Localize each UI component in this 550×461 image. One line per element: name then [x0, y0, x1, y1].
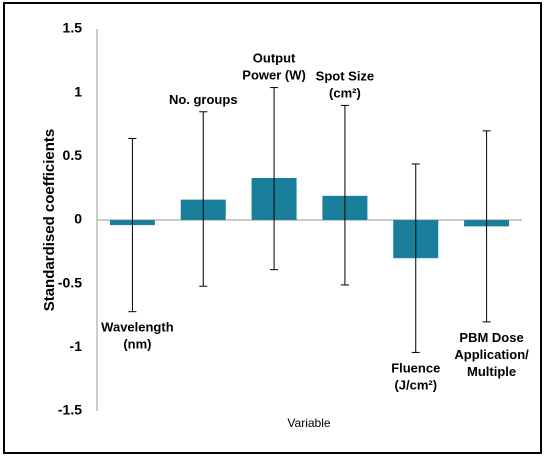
bar-category-label: Fluence: [391, 360, 440, 375]
bar-category-label: (nm): [123, 337, 151, 352]
bar-category-label: (J/cm²): [394, 377, 437, 392]
x-axis-label: Variable: [287, 416, 330, 430]
bars: [109, 177, 510, 259]
bar-category-label: Application/: [454, 347, 529, 362]
y-tick-label: 0.5: [63, 147, 83, 163]
chart-frame: [3, 2, 542, 454]
bar-category-label: No. groups: [169, 92, 238, 107]
bar-category-label: Multiple: [467, 364, 516, 379]
bar-labels: Wavelength (nm) No. groups Output Power (W) S…: [101, 51, 529, 393]
y-tick-label: -1.5: [58, 402, 82, 418]
y-tick-label: 1: [74, 83, 82, 99]
bar-category-label: Output: [253, 51, 296, 66]
bar-category-label: Spot Size: [316, 68, 375, 83]
bar-category-label: (cm²): [329, 85, 361, 100]
y-tick-label: 1.5: [63, 20, 83, 36]
y-axis-label: Standardised coefficients: [41, 129, 58, 312]
y-tick-label: 0: [74, 211, 82, 227]
bar-category-label: PBM Dose: [459, 330, 523, 345]
error-bars: [128, 87, 491, 353]
bar-category-label: Wavelength: [101, 320, 174, 335]
bar-category-label: Power (W): [242, 68, 306, 83]
y-tick-label: -1: [70, 338, 83, 354]
y-tick-label: -0.5: [58, 274, 82, 290]
y-tick-labels: 1.5 1 0.5 0 -0.5 -1 -1.5: [58, 20, 82, 418]
